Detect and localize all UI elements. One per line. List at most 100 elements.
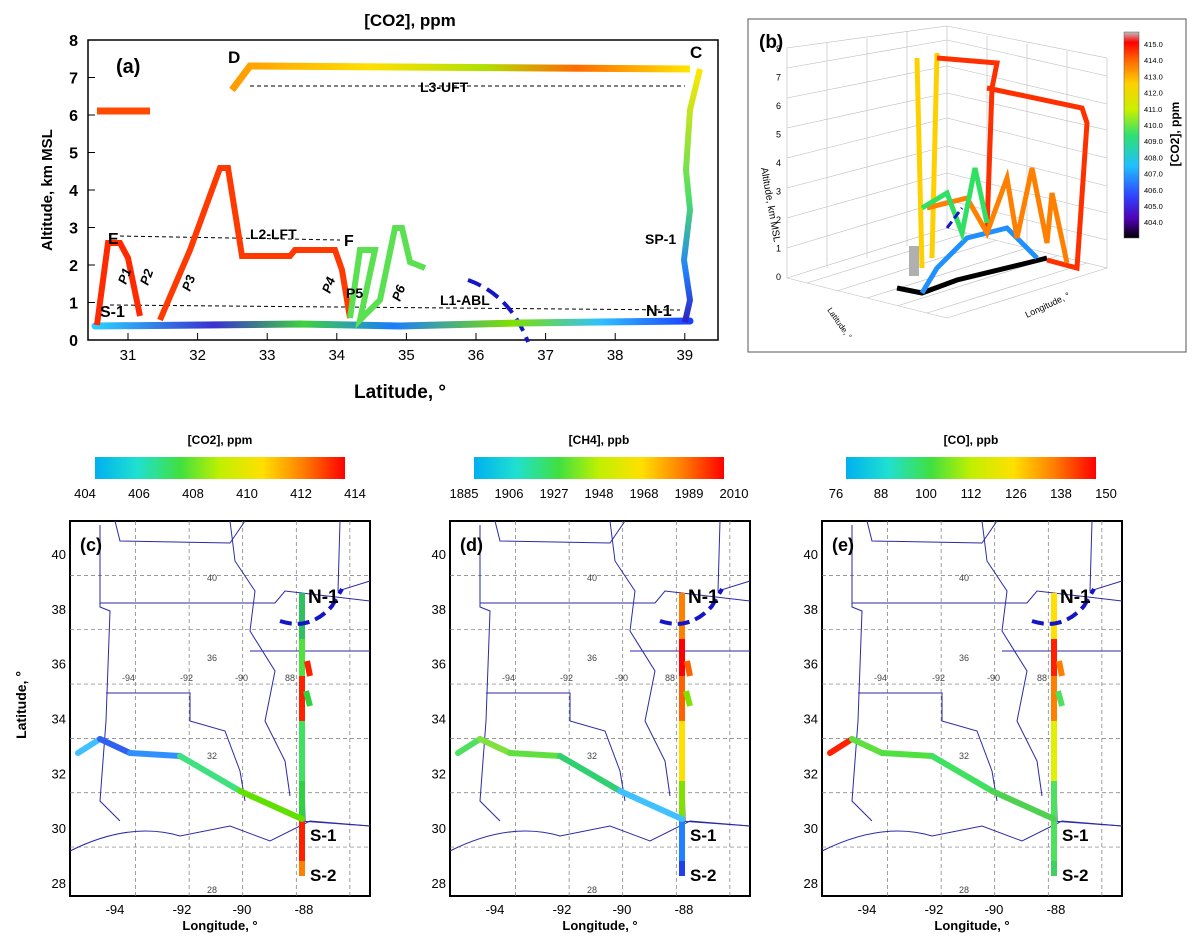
map-track-west — [237, 788, 305, 822]
maps-ylabel: Latitude, ° — [13, 671, 29, 739]
map-inner-label: -92 — [560, 673, 573, 683]
label-d: D — [228, 48, 240, 67]
b-ztick-label: 6 — [776, 101, 781, 111]
label-sp1: SP-1 — [645, 231, 676, 247]
map-inner-label: 32 — [207, 751, 217, 761]
colorbar-tick: 408 — [182, 486, 204, 501]
map-track-west — [989, 788, 1057, 822]
map-border — [99, 525, 121, 822]
colorbar-tick: 150 — [1095, 486, 1117, 501]
panel-a-ylabel: Altitude, km MSL — [39, 129, 56, 251]
map-inner-label: 40 — [207, 573, 217, 583]
map-inner-label: 36 — [207, 653, 217, 663]
colorbar-tick: 1906 — [495, 486, 524, 501]
map-ytick-label: 40 — [804, 547, 818, 562]
panel-b-letter: (b) — [759, 32, 783, 53]
map-track-west — [177, 753, 243, 794]
map-label-n1: N-1 — [308, 587, 339, 608]
b-ztick-label: 2 — [776, 215, 781, 225]
map-panels: -94 -92 -90 88 40 36 32 28 (c) N-1 S-1 S-2 -94 -92 -90… — [13, 520, 1123, 933]
b-ztick-label: 5 — [776, 130, 781, 140]
map-track-west — [477, 736, 513, 756]
colorbar — [95, 457, 345, 479]
a-xtick-label: 32 — [189, 347, 206, 364]
map-border — [858, 692, 998, 802]
map-inner-label: 36 — [959, 653, 969, 663]
map-inner-label: 28 — [959, 885, 969, 895]
map-letter: (d) — [460, 535, 483, 555]
panel-b-frame — [747, 18, 1187, 353]
label-f: F — [344, 233, 354, 250]
map-label-s2: S-2 — [690, 866, 716, 885]
map-ytick-label: 30 — [52, 821, 66, 836]
map-border — [851, 525, 873, 822]
colorbar-label: [CH4], ppb — [569, 433, 630, 447]
map-track-west — [879, 750, 935, 759]
track-p1-p2 — [94, 240, 143, 326]
colorbar-tick: 2010 — [720, 486, 749, 501]
map-track-west — [127, 750, 183, 759]
map-panel: -94 -92 -90 88 40 36 32 28 (e) N-1 S-1 S-2 -94 -92 -90… — [804, 520, 1123, 933]
map-inner-label: 40 — [587, 573, 597, 583]
map-inner-label: 88 — [665, 673, 675, 683]
track-p3-l2 — [157, 165, 353, 322]
a-ytick-label: 4 — [69, 183, 78, 200]
label-p1: P1 — [115, 266, 135, 286]
map-border — [114, 520, 246, 544]
map-xlabel: Longitude, ° — [562, 918, 637, 933]
b-track-upper — [936, 55, 1090, 272]
map-border — [494, 520, 626, 544]
map-front-dashed — [279, 587, 344, 626]
panel-b-colorbar — [1123, 31, 1140, 239]
colorbar-tick: 1927 — [540, 486, 569, 501]
map-track-east — [1055, 690, 1065, 707]
b-colorbar-tick: 411.0 — [1144, 105, 1162, 114]
map-ytick-label: 34 — [52, 712, 66, 727]
map-xtick-label: -92 — [553, 902, 572, 917]
map-inner-label: -90 — [987, 673, 1000, 683]
map-xtick-label: -90 — [985, 902, 1004, 917]
map-ytick-label: 38 — [804, 602, 818, 617]
map-border — [480, 590, 751, 604]
map-letter: (e) — [832, 535, 854, 555]
dashed-l1 — [109, 304, 681, 311]
b-ztick-label: 1 — [776, 244, 781, 254]
b-ztick-label: 4 — [776, 158, 781, 168]
colorbar-tick: 410 — [236, 486, 258, 501]
colorbar-tick: 100 — [915, 486, 937, 501]
map-inner-label: 88 — [1037, 673, 1047, 683]
a-ytick-label: 2 — [69, 258, 78, 275]
colorbar-tick: 76 — [829, 486, 843, 501]
map-label-s1: S-1 — [1062, 826, 1088, 845]
a-xtick-label: 33 — [259, 347, 276, 364]
map-panel: -94 -92 -90 88 40 36 32 28 (d) N-1 S-1 S-2 -94 -92 -90… — [432, 520, 751, 933]
map-label-s2: S-2 — [1062, 866, 1088, 885]
colorbar-tick: 414 — [344, 486, 366, 501]
b-track-mid — [926, 167, 1070, 264]
b-ztick-label: 7 — [776, 73, 781, 83]
colorbar-tick: 138 — [1050, 486, 1072, 501]
map-track-west — [827, 736, 855, 756]
label-p5: P5 — [346, 285, 363, 301]
map-ytick-label: 38 — [52, 602, 66, 617]
map-inner-label: -94 — [122, 673, 135, 683]
b-colorbar-tick: 415.0 — [1144, 40, 1163, 49]
map-inner-label: -94 — [502, 673, 515, 683]
label-p3: P3 — [179, 272, 199, 293]
map-label-n1: N-1 — [688, 587, 719, 608]
b-colorbar-tick: 404.0 — [1144, 218, 1163, 227]
map-track-west — [97, 736, 133, 756]
map-xlabel: Longitude, ° — [182, 918, 257, 933]
b-colorbar-tick: 413.0 — [1144, 72, 1163, 81]
colorbar — [846, 457, 1096, 479]
map-inner-label: 36 — [587, 653, 597, 663]
a-ytick-label: 0 — [69, 333, 78, 350]
colorbar-label: [CO2], ppm — [188, 433, 253, 447]
map-border — [100, 590, 371, 604]
map-inner-label: -90 — [615, 673, 628, 683]
map-inner-label: -90 — [235, 673, 248, 683]
map-track-west — [455, 736, 483, 756]
map-border — [479, 525, 501, 822]
label-s1: S-1 — [100, 304, 125, 321]
